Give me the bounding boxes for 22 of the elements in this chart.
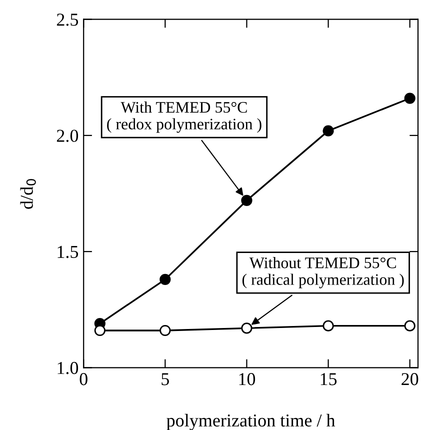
x-tick-label: 0 [80,373,88,386]
x-tick-label: 15 [320,373,337,386]
x-axis-title: polymerization time / h [166,414,336,430]
x-tick-label: 5 [162,373,169,386]
point [160,324,171,336]
y-tick-label: 1.5 [58,246,78,258]
annotation: With TEMED 55°C ( redox polymerization ) [107,102,262,133]
point [404,92,416,104]
x-tick-label: 10 [239,373,256,386]
point [404,320,416,332]
point [160,274,171,285]
x-tick-label: 20 [402,373,418,386]
annotation: Without TEMED 55°C ( radical polymerization ) [242,257,404,288]
point [94,324,106,336]
point [322,125,334,136]
point [322,320,334,332]
y-axis-title: d/d$_{0}$ [20,179,36,209]
y-tick-label: 1.0 [58,362,78,374]
y-tick-label: 2.0 [56,130,78,142]
point [241,322,252,334]
point [241,194,252,206]
y-tick-label: 2.5 [56,14,78,26]
